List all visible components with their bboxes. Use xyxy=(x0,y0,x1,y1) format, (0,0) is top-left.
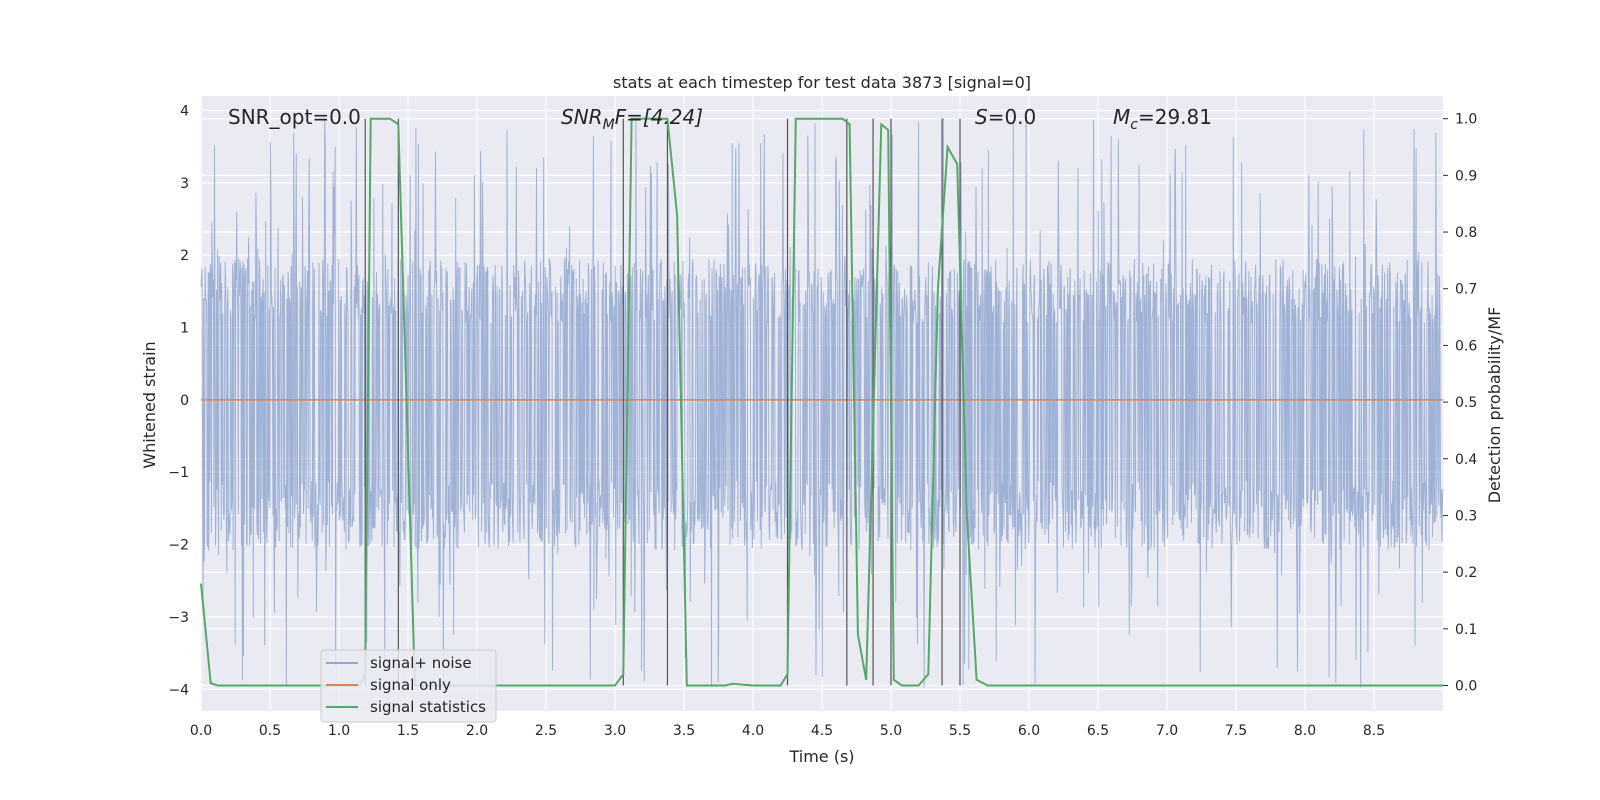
x-tick-label: 2.0 xyxy=(466,723,488,739)
x-tick-label: 1.5 xyxy=(397,723,419,739)
signal-noise-series xyxy=(200,117,1444,688)
y-left-tick-label: −2 xyxy=(168,538,189,554)
x-tick-label: 5.0 xyxy=(880,723,902,739)
y-right-tick-label: 1.0 xyxy=(1455,112,1477,128)
legend: signal+ noise signal only signal statist… xyxy=(320,649,497,723)
x-axis-ticks: 0.0 0.5 1.0 1.5 2.0 2.5 3.0 3.5 4.0 4.5 5.0 5.5 6.0 6… xyxy=(190,723,1385,739)
legend-label-signal-noise: signal+ noise xyxy=(370,654,472,672)
y-left-tick-label: 2 xyxy=(180,248,189,264)
legend-label-signal-statistics: signal statistics xyxy=(370,698,486,716)
y-right-tick-label: 0.4 xyxy=(1455,452,1477,468)
legend-box xyxy=(320,649,497,723)
mc-sub: c xyxy=(1130,117,1138,133)
x-tick-label: 0.0 xyxy=(190,723,212,739)
y-right-tick-label: 0.6 xyxy=(1455,338,1477,354)
y-right-tick-label: 0.7 xyxy=(1455,282,1477,298)
y-axis-left-label: Whitened strain xyxy=(140,341,159,468)
mc-annotation: Mc=29.81 xyxy=(1113,105,1212,133)
x-tick-label: 0.5 xyxy=(259,723,281,739)
y-right-tick-label: 0.3 xyxy=(1455,508,1477,524)
y-left-tick-label: −1 xyxy=(168,465,189,481)
x-tick-label: 6.0 xyxy=(1018,723,1040,739)
snr-mf-base: SNR xyxy=(561,105,603,129)
snr-mf-tail: F=[4.24] xyxy=(615,105,703,129)
y-axis-right-label: Detection probability/MF xyxy=(1485,307,1504,504)
signal-noise-line xyxy=(200,117,1444,688)
y-left-tick-label: 4 xyxy=(180,103,189,119)
x-tick-label: 4.0 xyxy=(742,723,764,739)
y-left-tick-label: −4 xyxy=(168,682,189,698)
signal-statistics-series xyxy=(200,117,1443,687)
s-annotation: S=0.0 xyxy=(975,105,1036,129)
x-tick-label: 7.5 xyxy=(1225,723,1247,739)
y-left-tick-label: −3 xyxy=(168,610,189,626)
legend-label-signal-only: signal only xyxy=(370,676,451,694)
s-base: S xyxy=(975,105,988,129)
y-right-tick-label: 0.1 xyxy=(1455,622,1477,638)
x-tick-label: 6.5 xyxy=(1087,723,1109,739)
y-right-tick-label: 0.0 xyxy=(1455,678,1477,694)
x-tick-label: 4.5 xyxy=(811,723,833,739)
x-tick-label: 5.5 xyxy=(949,723,971,739)
chart-title: stats at each timestep for test data 387… xyxy=(613,73,1031,92)
y-right-tick-label: 0.8 xyxy=(1455,225,1477,241)
x-tick-label: 2.5 xyxy=(535,723,557,739)
signal-statistics-line xyxy=(200,117,1443,687)
y-left-tick-label: 3 xyxy=(180,176,189,192)
x-tick-label: 8.5 xyxy=(1363,723,1385,739)
snr-mf-sub: M xyxy=(603,117,615,133)
y-right-tick-label: 0.9 xyxy=(1455,168,1477,184)
x-tick-label: 8.0 xyxy=(1294,723,1316,739)
y-left-tick-label: 1 xyxy=(180,321,189,337)
mc-tail: =29.81 xyxy=(1138,105,1212,129)
y-left-tick-label: 0 xyxy=(180,393,189,409)
y-right-tick-label: 0.5 xyxy=(1455,395,1477,411)
snr-mf-annotation: SNRMF=[4.24] xyxy=(561,105,703,133)
snr-opt-annotation: SNR_opt=0.0 xyxy=(228,105,361,129)
x-tick-label: 3.5 xyxy=(673,723,695,739)
x-tick-label: 7.0 xyxy=(1156,723,1178,739)
y-axis-left-ticks: 4 3 2 1 0 −1 −2 −3 −4 xyxy=(168,103,189,698)
y-axis-right-ticks: 1.0 0.9 0.8 0.7 0.6 0.5 0.4 0.3 0.2 0.1 0.0 xyxy=(1443,112,1477,694)
y-right-tick-label: 0.2 xyxy=(1455,565,1477,581)
mc-base: M xyxy=(1113,105,1130,129)
s-tail: =0.0 xyxy=(988,105,1037,129)
x-tick-label: 1.0 xyxy=(328,723,350,739)
x-axis-label: Time (s) xyxy=(788,747,854,766)
x-tick-label: 3.0 xyxy=(604,723,626,739)
